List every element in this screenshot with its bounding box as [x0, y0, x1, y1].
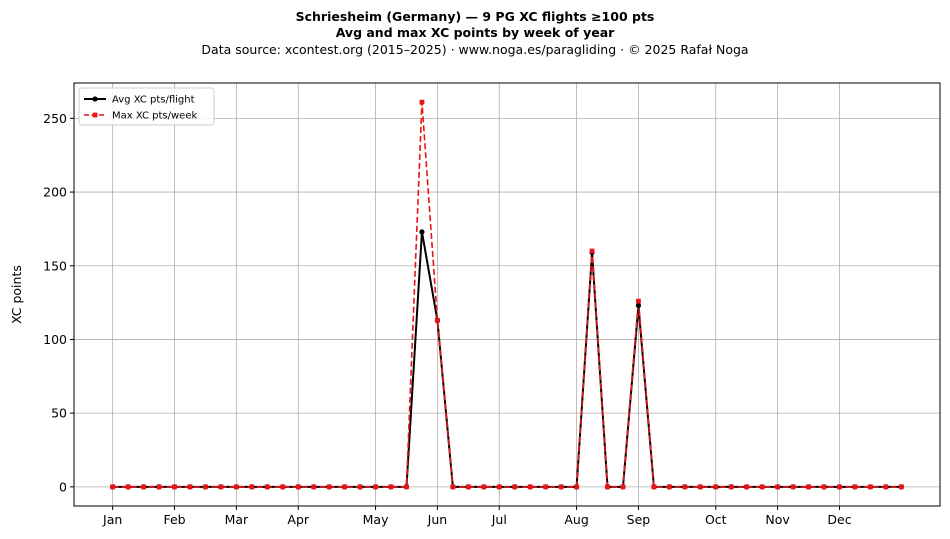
data-point-avg	[635, 302, 642, 309]
data-point-max	[574, 484, 579, 490]
data-point-max	[280, 484, 286, 490]
data-point-max	[156, 484, 162, 490]
data-point-max	[682, 484, 688, 490]
data-point-max	[713, 484, 719, 490]
data-point-max	[636, 298, 641, 304]
data-point-max	[512, 484, 518, 490]
legend-label-avg: Avg XC pts/flight	[112, 95, 195, 106]
y-tick-label: 200	[43, 185, 67, 200]
data-point-max	[496, 484, 502, 490]
data-point-avg	[419, 229, 425, 235]
data-point-max	[357, 484, 363, 490]
y-tick-label: 150	[43, 258, 67, 273]
chart-subtitle: Data source: xcontest.org (2015–2025) · …	[201, 42, 748, 57]
series-line-max	[112, 101, 902, 488]
x-axis-ticks: Jan Feb Mar Apr May Jun Jul Aug Sep Oct Nov Dec	[102, 506, 852, 527]
data-point-max	[435, 317, 440, 323]
data-point-max	[465, 484, 471, 490]
x-tick-label: Nov	[765, 512, 790, 527]
data-point-max	[620, 484, 626, 490]
data-point-max	[775, 484, 781, 490]
data-point-max	[666, 484, 672, 490]
data-point-max	[141, 484, 146, 490]
legend-marker-max	[92, 112, 98, 118]
data-point-max	[373, 484, 378, 490]
data-point-max	[404, 484, 409, 490]
data-point-max	[233, 484, 239, 490]
data-point-max	[558, 484, 564, 490]
data-point-max	[868, 484, 873, 490]
data-point-max	[249, 484, 255, 490]
x-tick-label: Sep	[627, 512, 651, 527]
y-tick-label: 100	[43, 332, 67, 347]
data-point-max	[589, 248, 595, 254]
x-tick-label: Apr	[287, 512, 309, 527]
y-axis-ticks: 0 50 100 150 200 250	[43, 111, 74, 494]
x-tick-label: May	[363, 512, 389, 527]
data-point-max	[898, 484, 904, 490]
data-point-max	[651, 484, 657, 490]
series-line-avg	[112, 230, 902, 488]
legend-label-max: Max XC pts/week	[112, 111, 197, 122]
x-tick-label: Dec	[827, 512, 851, 527]
data-point-max	[728, 484, 734, 490]
data-point-max	[326, 484, 332, 490]
x-tick-label: Jan	[102, 512, 122, 527]
data-point-max	[697, 484, 703, 490]
y-tick-label: 50	[51, 406, 67, 421]
x-tick-label: Feb	[163, 512, 185, 527]
data-point-max	[883, 484, 889, 490]
y-tick-label: 0	[59, 479, 67, 494]
series-lines	[110, 99, 904, 490]
x-tick-label: Oct	[705, 512, 727, 527]
data-point-max	[125, 484, 131, 490]
data-point-max	[527, 484, 533, 490]
y-tick-label: 250	[43, 111, 67, 126]
data-point-max	[852, 484, 858, 490]
data-point-max	[806, 484, 811, 490]
x-tick-label: Mar	[225, 512, 249, 527]
chart-title-line1: Schriesheim (Germany) — 9 PG XC flights …	[296, 9, 655, 24]
data-point-max	[203, 484, 208, 490]
x-tick-label: Jul	[491, 512, 507, 527]
data-point-max	[264, 484, 270, 490]
data-point-max	[837, 484, 842, 490]
x-tick-label: Jun	[427, 512, 448, 527]
data-point-max	[311, 484, 317, 490]
data-point-max	[388, 484, 394, 490]
data-point-max	[419, 99, 425, 105]
data-point-max	[450, 484, 456, 490]
chart-title-line2: Avg and max XC points by week of year	[336, 25, 615, 40]
data-point-max	[295, 484, 301, 490]
grid	[74, 83, 940, 506]
x-tick-label: Aug	[564, 512, 588, 527]
data-point-max	[790, 484, 796, 490]
data-point-max	[759, 484, 765, 490]
legend: Avg XC pts/flight Max XC pts/week	[78, 87, 215, 126]
data-point-max	[110, 484, 116, 490]
data-point-max	[744, 484, 750, 490]
data-point-max	[543, 484, 549, 490]
data-point-max	[821, 484, 827, 490]
data-point-max	[342, 484, 348, 490]
y-axis-label: XC points	[9, 265, 24, 324]
legend-box	[78, 87, 215, 126]
legend-marker-avg	[92, 96, 98, 102]
data-point-max	[187, 484, 193, 490]
data-point-max	[218, 484, 224, 490]
data-point-max	[605, 484, 610, 490]
plot-area-frame	[73, 82, 941, 507]
data-point-max	[481, 484, 487, 490]
data-point-max	[172, 484, 177, 490]
